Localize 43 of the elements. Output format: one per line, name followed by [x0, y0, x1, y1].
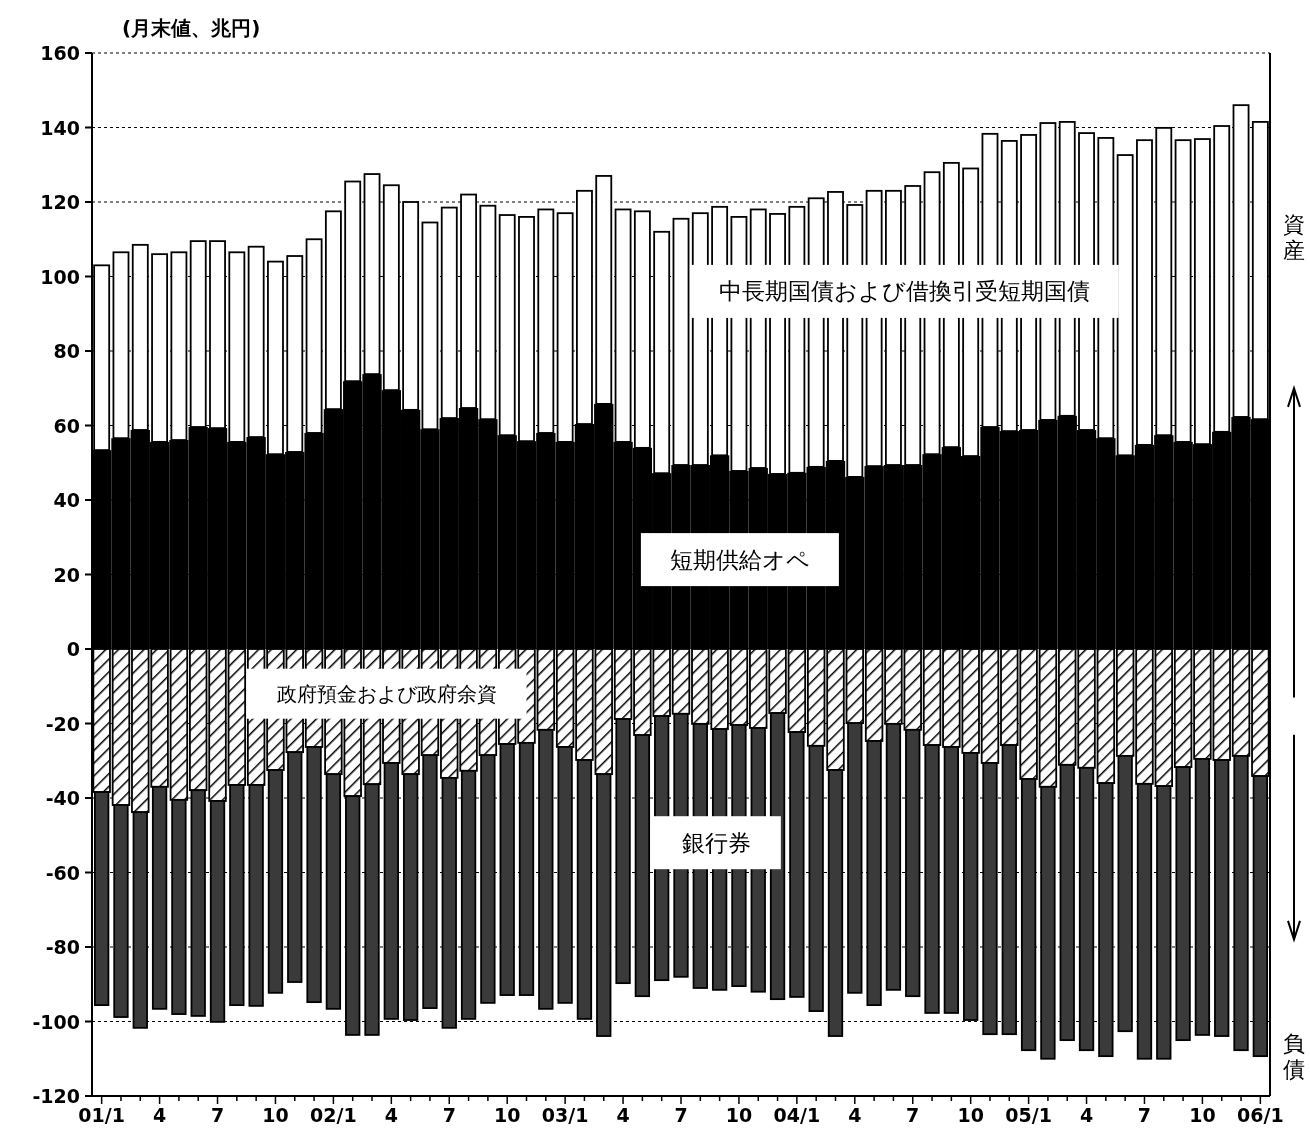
- x-tick-label: 03/1: [541, 1104, 589, 1126]
- y-tick-label: 140: [40, 116, 80, 139]
- x-tick-label: 10: [493, 1104, 521, 1126]
- x-tick-label: 4: [152, 1104, 167, 1126]
- y-tick-label: -40: [45, 787, 80, 809]
- x-tick-label: 10: [725, 1104, 753, 1126]
- x-tick-label: 10: [957, 1104, 984, 1126]
- y-tick-label: -80: [45, 936, 80, 958]
- x-tick-label: 4: [848, 1104, 862, 1126]
- x-tick-label: 10: [262, 1104, 289, 1126]
- y-tick-label: 40: [53, 489, 80, 511]
- series-label: 短期供給オペ: [669, 546, 810, 573]
- x-tick-label: 4: [616, 1104, 630, 1126]
- series-label: 政府預金および政府余資: [276, 681, 497, 706]
- y-tick-label: 20: [53, 563, 80, 586]
- text: 資産: [1283, 211, 1305, 263]
- series-label: 銀行券: [681, 829, 751, 856]
- y-tick-label: 80: [53, 340, 80, 362]
- x-tick-label: 01/1: [78, 1104, 125, 1126]
- y-tick-label: 160: [40, 42, 80, 64]
- y-tick-label: -100: [32, 1010, 80, 1033]
- x-tick-label: 4: [1079, 1104, 1094, 1126]
- x-tick-label: 7: [210, 1104, 225, 1126]
- x-tick-label: 4: [384, 1104, 398, 1126]
- x-tick-label: 7: [906, 1104, 920, 1126]
- x-tick-label: 02/1: [310, 1104, 357, 1126]
- y-tick-label: 60: [53, 414, 80, 437]
- y-tick-label: 0: [66, 638, 80, 660]
- y-tick-label: 120: [40, 191, 80, 213]
- y-tick-label: -60: [45, 861, 80, 884]
- y-axis-title: (月末値、兆円): [122, 16, 261, 40]
- x-tick-label: 10: [1189, 1104, 1216, 1126]
- text: 負債: [1283, 1031, 1305, 1083]
- x-tick-label: 7: [442, 1104, 456, 1126]
- x-tick-label: 06/1: [1237, 1104, 1284, 1126]
- y-tick-label: -120: [32, 1085, 80, 1107]
- x-tick-label: 7: [1137, 1104, 1152, 1126]
- y-tick-label: -20: [45, 712, 80, 735]
- series-label: 中長期国債および借換引受短期国債: [719, 278, 1091, 305]
- x-tick-label: 7: [674, 1104, 688, 1126]
- y-tick-label: 100: [40, 265, 80, 288]
- x-tick-label: 04/1: [773, 1104, 821, 1126]
- x-tick-label: 05/1: [1005, 1104, 1052, 1126]
